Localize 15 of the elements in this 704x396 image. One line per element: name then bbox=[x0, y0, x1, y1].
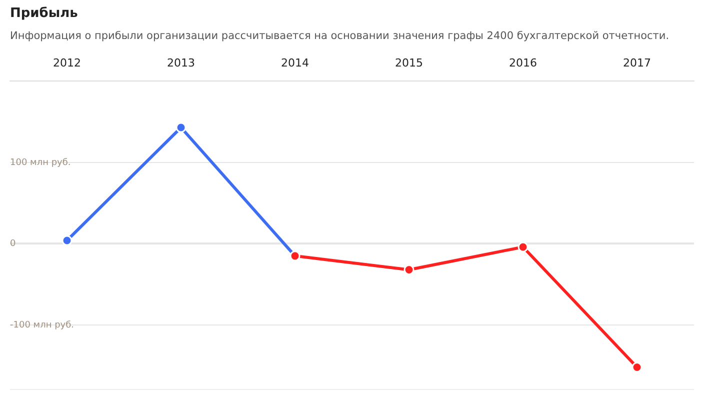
point bbox=[518, 242, 528, 252]
x-tick-label: 2013 bbox=[167, 56, 195, 70]
chart-title: Прибыль bbox=[10, 6, 78, 21]
y-tick-label: 100 млн руб. bbox=[10, 158, 71, 168]
x-tick-label: 2015 bbox=[395, 56, 423, 70]
chart-subtitle: Информация о прибыли организации рассчитывается на основании значения графы 2400 бухгалтерской отчетности. bbox=[10, 30, 670, 42]
point bbox=[632, 362, 642, 372]
x-tick-label: 2012 bbox=[53, 56, 81, 70]
x-tick-label: 2016 bbox=[509, 56, 537, 70]
point bbox=[62, 235, 72, 246]
point bbox=[176, 122, 186, 133]
x-tick-label: 2014 bbox=[281, 56, 309, 70]
y-tick-label: -100 млн руб. bbox=[10, 320, 74, 330]
y-tick-label: 0 bbox=[10, 239, 16, 250]
x-tick-label: 2017 bbox=[623, 56, 651, 70]
